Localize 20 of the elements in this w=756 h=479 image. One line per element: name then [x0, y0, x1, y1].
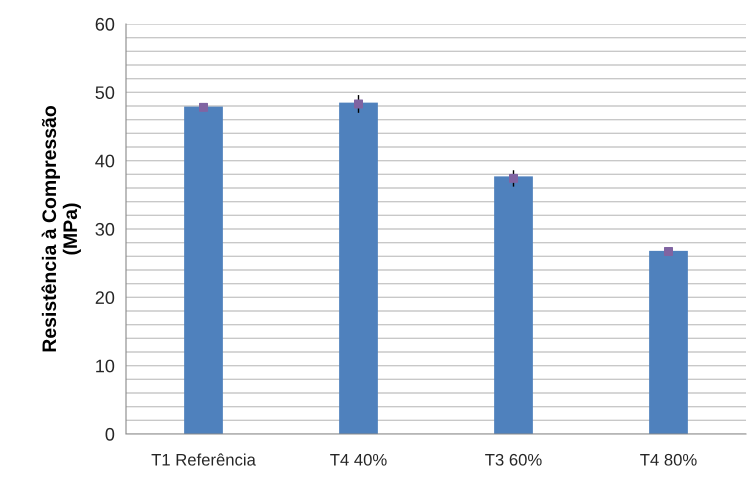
y-tick-label: 10 [96, 360, 114, 372]
point [664, 247, 673, 256]
point [354, 99, 363, 108]
point [509, 174, 518, 183]
bar [339, 102, 378, 434]
y-tick-label: 60 [96, 18, 114, 31]
x-tick-label: T1 Referência [152, 453, 256, 466]
x-tick-label: T3 60% [485, 454, 542, 466]
y-tick-label: 50 [96, 86, 114, 100]
y-tick-label: 0 [106, 428, 114, 441]
x-tick-label: T4 80% [640, 454, 697, 466]
y-axis-title: Resistência à Compressão (MPa) [41, 106, 81, 352]
y-tick-label: 40 [95, 154, 114, 168]
bar [649, 250, 688, 434]
y-tick-label: 30 [95, 222, 114, 236]
bar [494, 176, 533, 434]
y-tick-label: 20 [96, 291, 114, 304]
x-tick-label: T4 40% [330, 454, 387, 466]
bar [184, 106, 223, 434]
point [199, 102, 208, 112]
